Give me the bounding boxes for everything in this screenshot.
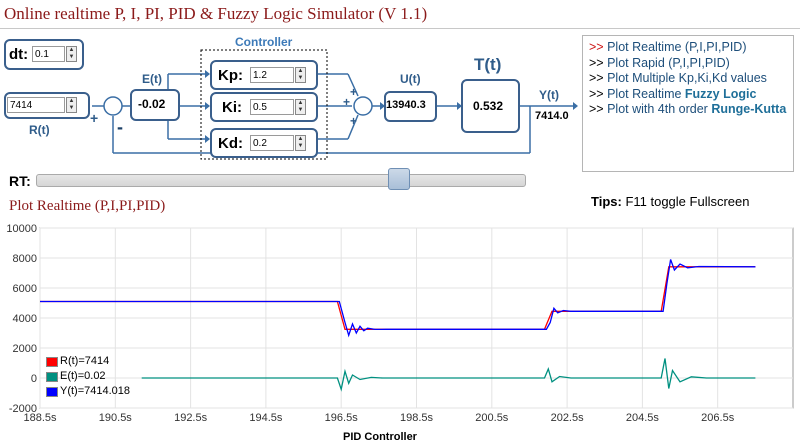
sum2-plus-bottom: + — [350, 114, 358, 128]
u-label: U(t) — [400, 72, 421, 86]
legend-label-r: R(t)=7414 — [60, 355, 110, 367]
dt-input[interactable] — [32, 46, 65, 62]
y-tick-label: 4000 — [13, 313, 37, 325]
app-title-bar: Online realtime P, I, PI, PID & Fuzzy Lo… — [0, 0, 800, 29]
tips: Tips: F11 toggle Fullscreen — [591, 194, 750, 209]
kp-stepper[interactable]: ▲ ▼ — [295, 67, 306, 83]
ki-input[interactable] — [250, 99, 294, 115]
kd-label: Kd: — [218, 135, 243, 152]
r-label: R(t) — [29, 123, 50, 137]
link-marker: >> — [589, 40, 604, 54]
x-tick-label: 202.5s — [551, 412, 585, 424]
t-label: T(t) — [474, 55, 502, 74]
y-value: 7414.0 — [535, 110, 569, 122]
y-tick-label: 0 — [31, 373, 37, 385]
series-line-r — [40, 266, 756, 330]
e-box — [130, 89, 180, 121]
ki-stepper[interactable]: ▲ ▼ — [295, 99, 306, 115]
e-value: -0.02 — [138, 97, 166, 111]
kd-stepper[interactable]: ▲ ▼ — [295, 135, 306, 151]
link-text: Plot with 4th order — [607, 102, 712, 116]
ki-label: Ki: — [222, 99, 242, 116]
rt-label: RT: — [9, 173, 31, 189]
link-plot-realtime[interactable]: >> Plot Realtime (P,I,PI,PID) — [589, 40, 787, 56]
x-axis-label: PID Controller — [343, 431, 418, 443]
x-tick-label: 200.5s — [475, 412, 509, 424]
kd-input[interactable] — [250, 135, 294, 151]
legend-swatch-e — [46, 371, 58, 382]
link-text: Plot Rapid (P,I,PI,PID) — [607, 55, 730, 70]
r-stepper[interactable]: ▲ ▼ — [66, 97, 77, 113]
app-title: Online realtime P, I, PI, PID & Fuzzy Lo… — [4, 4, 428, 23]
link-marker: >> — [589, 71, 604, 85]
legend-item-e: E(t)=0.02 — [46, 369, 130, 384]
tips-text: F11 toggle Fullscreen — [621, 194, 750, 209]
x-tick-label: 196.5s — [325, 412, 359, 424]
legend-label-y: Y(t)=7414.018 — [60, 385, 131, 397]
link-text: Plot Multiple Kp,Ki,Kd values — [607, 71, 767, 85]
rt-slider-handle[interactable] — [388, 168, 410, 190]
legend-item-y: Y(t)=7414.018 — [46, 384, 130, 399]
y-tick-label: 6000 — [13, 283, 37, 295]
t-box — [461, 79, 520, 133]
e-label: E(t) — [142, 72, 162, 86]
sum-plus-sign: + — [90, 110, 99, 126]
link-text: Plot Realtime — [607, 86, 685, 101]
u-box — [384, 91, 437, 122]
kp-input[interactable] — [250, 67, 294, 83]
link-marker: >> — [589, 86, 604, 101]
plot-links-panel: >> Plot Realtime (P,I,PI,PID) >> Plot Ra… — [582, 35, 794, 172]
chart-series — [40, 259, 756, 392]
sum2-plus-top: + — [350, 85, 358, 99]
kp-label: Kp: — [218, 67, 243, 84]
x-tick-label: 194.5s — [249, 412, 283, 424]
x-tick-label: 204.5s — [626, 412, 660, 424]
plot-title: Plot Realtime (P,I,PI,PID) — [9, 198, 166, 214]
series-line-e — [141, 358, 756, 392]
x-tick-label: 190.5s — [99, 412, 133, 424]
chart-legend: R(t)=7414 E(t)=0.02 Y(t)=7414.018 — [46, 354, 130, 399]
link-marker: >> — [589, 102, 604, 116]
y-tick-label: -2000 — [9, 403, 37, 415]
x-tick-label: 198.5s — [400, 412, 434, 424]
sum2-plus-mid: + — [343, 95, 351, 109]
r-input[interactable] — [7, 97, 65, 113]
link-plot-multiple[interactable]: >> Plot Multiple Kp,Ki,Kd values — [589, 71, 787, 87]
y-tick-label: 8000 — [13, 253, 37, 265]
link-plot-rapid[interactable]: >> Plot Rapid (P,I,PI,PID) — [589, 56, 787, 72]
x-tick-label: 206.5s — [701, 412, 735, 424]
x-tick-label: 188.5s — [23, 412, 57, 424]
legend-swatch-y — [46, 386, 58, 397]
dt-stepper[interactable]: ▲ ▼ — [66, 46, 77, 62]
link-text: Plot Realtime (P,I,PI,PID) — [607, 40, 747, 54]
link-marker: >> — [589, 55, 604, 70]
y-tick-label: 10000 — [6, 223, 37, 235]
link-bold-text: Fuzzy Logic — [684, 86, 757, 101]
x-tick-label: 192.5s — [174, 412, 208, 424]
y-tick-label: 2000 — [13, 343, 37, 355]
series-line-y — [40, 259, 756, 338]
link-plot-runge-kutta[interactable]: >> Plot with 4th order Runge-Kutta — [589, 102, 787, 118]
u-value: 13940.3 — [386, 99, 426, 111]
t-value: 0.532 — [473, 99, 504, 113]
tips-label: Tips: — [591, 194, 622, 209]
link-plot-fuzzy[interactable]: >> Plot Realtime Fuzzy Logic — [589, 87, 787, 103]
sum-minus-sign: - — [117, 117, 123, 137]
y-label: Y(t) — [539, 88, 559, 102]
link-bold-text: Runge-Kutta — [711, 102, 787, 116]
dt-label: dt: — [9, 46, 29, 63]
legend-item-r: R(t)=7414 — [46, 354, 130, 369]
legend-label-e: E(t)=0.02 — [60, 370, 106, 382]
rt-slider-track[interactable] — [36, 174, 526, 187]
controller-label: Controller — [235, 35, 293, 49]
legend-swatch-r — [46, 356, 58, 367]
